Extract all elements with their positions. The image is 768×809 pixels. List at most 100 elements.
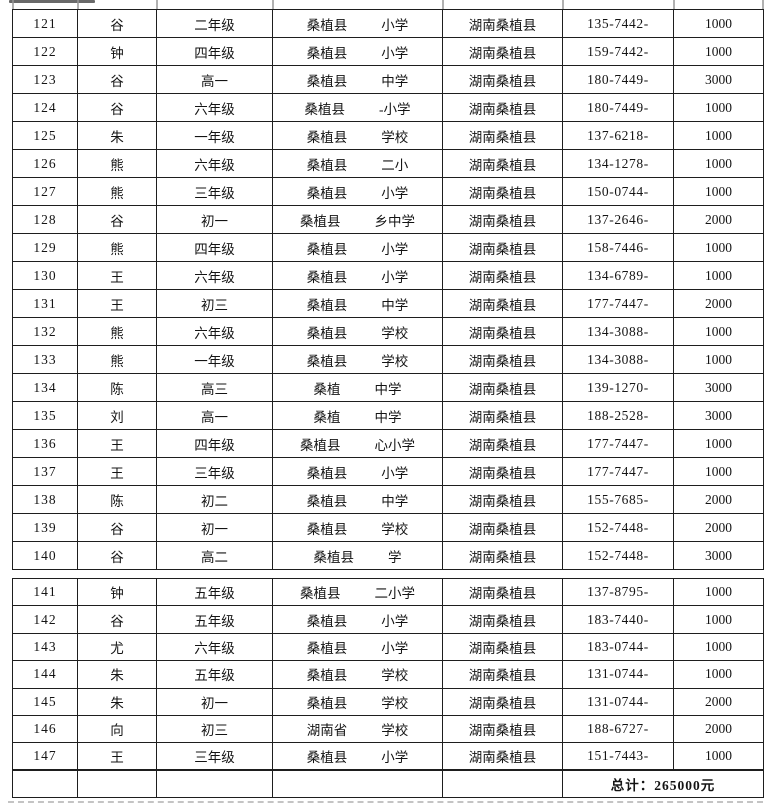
school-cell: 桑植县 学校 (272, 660, 443, 689)
grade-cell: 初一 (156, 205, 273, 234)
school-name-fragments: 桑植县 学校 (274, 692, 442, 712)
phone-cell: 137-6218- (562, 121, 674, 150)
school-name-left-fragment: 桑植县 (306, 297, 348, 313)
name-cell: 向 (77, 714, 157, 744)
row-number-cell: 129 (12, 233, 78, 262)
school-cell: 桑植 中学 (272, 373, 443, 402)
school-name-right-fragment: 学校 (381, 521, 409, 537)
school-cell: 桑植县 中学 (272, 65, 443, 94)
school-cell: 桑植县 中学 (272, 485, 443, 514)
phone-cell: 137-8795- (562, 577, 674, 607)
school-cell: 桑植县 学校 (272, 513, 443, 542)
school-cell: 桑植县 学校 (272, 687, 443, 716)
grade-cell: 一年级 (156, 345, 273, 374)
school-name-fragments: 桑植县 小学 (274, 14, 442, 34)
grade-cell: 一年级 (156, 121, 273, 150)
school-name-fragments: 桑植县 学校 (274, 664, 442, 684)
name-cell: 朱 (77, 660, 157, 689)
school-name-left-fragment: 桑植县 (306, 465, 348, 481)
amount-cell: 1000 (673, 660, 764, 689)
name-cell: 谷 (77, 513, 157, 542)
amount-cell: 2000 (673, 714, 764, 744)
table-row: 131 王初三 桑植县 中学 湖南桑植县 177-7447- 2000 (12, 289, 764, 318)
school-cell: 桑植县 学校 (272, 345, 443, 374)
school-name-right-fragment: 小学 (381, 750, 409, 766)
school-name-fragments: 桑植县 小学 (274, 462, 442, 482)
table-row: 132 熊六年级 桑植县 学校 湖南桑植县 134-3088- 1000 (12, 317, 764, 346)
region-cell: 湖南桑植县 (442, 177, 563, 206)
row-number-cell: 133 (12, 345, 78, 374)
school-name-right-fragment: 二小 (381, 157, 409, 173)
name-cell: 陈 (77, 373, 157, 402)
school-name-right-fragment: 中学 (374, 381, 402, 397)
school-cell: 桑植县 小学 (272, 632, 443, 662)
school-name-right-fragment: 小学 (381, 241, 409, 257)
grade-cell: 二年级 (156, 9, 273, 38)
school-name-right-fragment: 学校 (381, 353, 409, 369)
school-cell: 桑植县 小学 (272, 9, 443, 38)
amount-cell: 1000 (673, 742, 764, 771)
row-number-cell: 124 (12, 93, 78, 122)
name-cell: 朱 (77, 121, 157, 150)
school-cell: 桑植县 小学 (272, 177, 443, 206)
region-cell: 湖南桑植县 (442, 93, 563, 122)
name-cell: 朱 (77, 687, 157, 716)
school-name-fragments: 桑植县 小学 (274, 42, 442, 62)
school-name-right-fragment: 小学 (381, 613, 409, 629)
region-cell: 湖南桑植县 (442, 149, 563, 178)
amount-cell: 1000 (673, 177, 764, 206)
phone-cell: 134-6789- (562, 261, 674, 290)
column-border-stub (762, 0, 764, 10)
amount-cell: 1000 (673, 121, 764, 150)
school-name-fragments: 桑植县 -小学 (274, 98, 442, 118)
grade-cell: 五年级 (156, 605, 273, 634)
table-row: 143 尤六年级 桑植县 小学 湖南桑植县 183-0744- 1000 (12, 632, 764, 662)
school-name-fragments: 湖南省 学校 (274, 719, 442, 739)
school-name-right-fragment: 小学 (381, 45, 409, 61)
amount-cell: 3000 (673, 401, 764, 430)
school-name-fragments: 桑植县 小学 (274, 182, 442, 202)
school-name-left-fragment: 桑植县 (304, 101, 346, 117)
phone-cell: 177-7447- (562, 429, 674, 458)
school-name-fragments: 桑植 中学 (274, 378, 442, 398)
row-number-cell: 128 (12, 205, 78, 234)
row-number-cell: 146 (12, 714, 78, 744)
name-cell: 王 (77, 289, 157, 318)
name-cell: 陈 (77, 485, 157, 514)
school-cell: 桑植县 中学 (272, 289, 443, 318)
name-cell: 熊 (77, 345, 157, 374)
row-number-cell: 147 (12, 742, 78, 771)
row-number-cell: 141 (12, 577, 78, 607)
total-row: 总计：265000元 (12, 769, 764, 799)
table-row: 141 钟五年级 桑植县 二小学 湖南桑植县 137-8795- 1000 (12, 577, 764, 607)
row-number-cell: 145 (12, 687, 78, 716)
grade-cell: 六年级 (156, 317, 273, 346)
grade-cell: 三年级 (156, 457, 273, 486)
school-name-right-fragment: 学校 (381, 325, 409, 341)
name-cell: 钟 (77, 37, 157, 66)
region-cell: 湖南桑植县 (442, 660, 563, 689)
student-grant-table-part-1: 121 谷二年级 桑植县 小学 湖南桑植县 135-7442- 1000 122 钟四年级 桑植县… (12, 9, 764, 570)
school-name-fragments: 桑植县 小学 (274, 266, 442, 286)
school-name-left-fragment: 桑植县 (306, 185, 348, 201)
school-cell: 桑植县 学校 (272, 121, 443, 150)
row-number-cell: 123 (12, 65, 78, 94)
row-number-cell: 144 (12, 660, 78, 689)
region-cell: 湖南桑植县 (442, 632, 563, 662)
table-row: 139 谷初一 桑植县 学校 湖南桑植县 152-7448- 2000 (12, 513, 764, 542)
name-cell: 熊 (77, 317, 157, 346)
amount-cell: 2000 (673, 205, 764, 234)
school-name-right-fragment: 学校 (381, 668, 409, 684)
school-name-left-fragment: 桑植县 (306, 157, 348, 173)
row-number-cell: 122 (12, 37, 78, 66)
row-number-cell: 139 (12, 513, 78, 542)
school-name-fragments: 桑植县 中学 (274, 490, 442, 510)
school-name-right-fragment: 中学 (374, 409, 402, 425)
school-name-left-fragment: 桑植县 (306, 521, 348, 537)
grade-cell: 高二 (156, 541, 273, 570)
row-number-cell: 121 (12, 9, 78, 38)
phone-cell: 150-0744- (562, 177, 674, 206)
region-cell: 湖南桑植县 (442, 233, 563, 262)
phone-cell: 188-6727- (562, 714, 674, 744)
school-name-left-fragment: 桑植县 (306, 325, 348, 341)
